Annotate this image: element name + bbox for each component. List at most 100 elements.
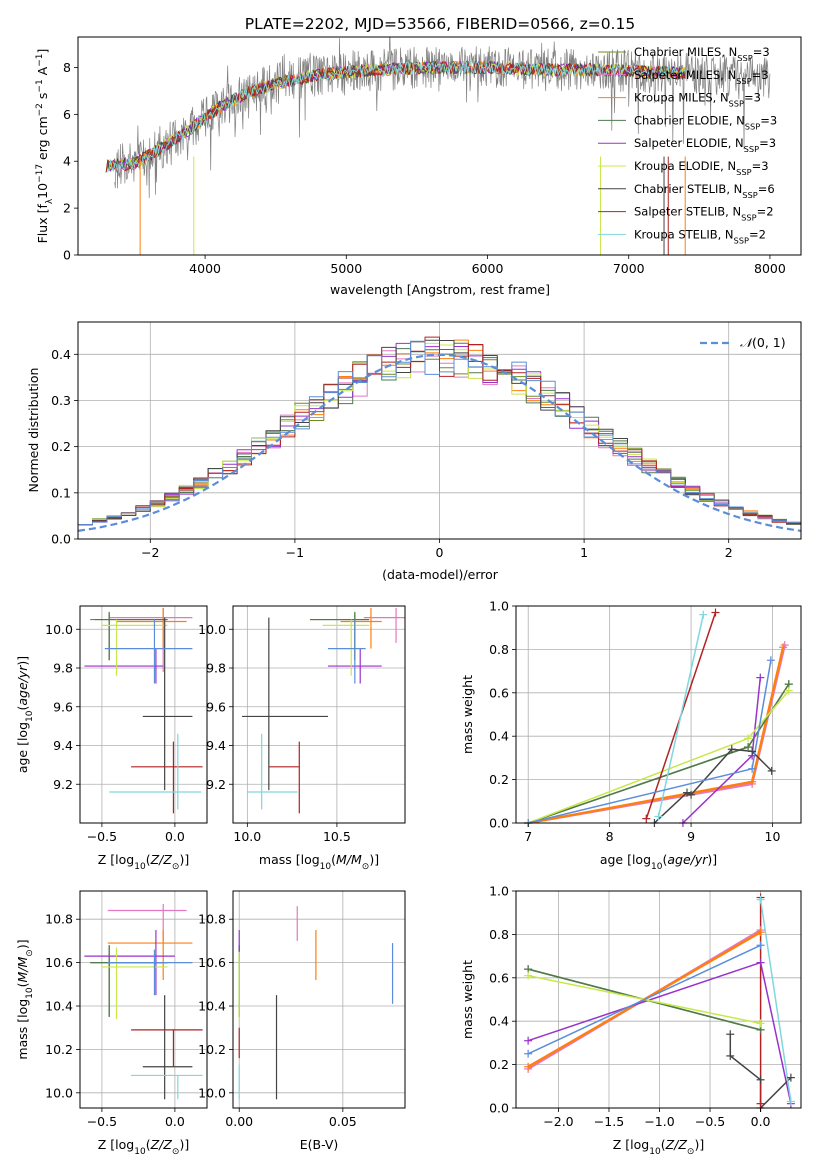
x-tick-label: 6000 [472, 261, 504, 276]
y-tick-label: 10.2 [198, 1042, 226, 1057]
age_vs_Z-panel: −0.5 0.0 9.2 9.4 9.6 9.8 10.0 Z [log10(Z/Z⊙)] ag… [15, 605, 208, 872]
x-tick-label: −0.5 [87, 1114, 117, 1129]
y-axis-label: mass weight [460, 960, 475, 1039]
model-spectrum [106, 60, 686, 173]
weight-series [527, 644, 786, 823]
x-axis-label: (data-model)/error [382, 567, 499, 582]
y-tick-label: 0.6 [489, 685, 509, 700]
histogram-series [78, 340, 801, 526]
weight-series [657, 614, 705, 817]
plot-area [238, 906, 394, 1100]
weight_vs_age-panel: 7 8 9 10 0.0 0.2 0.4 0.6 0.8 1.0 age [log10(age/yr… [460, 599, 802, 872]
y-tick-label: 10.8 [198, 912, 226, 927]
spectrum-panel: 4000 5000 6000 7000 8000 0 2 4 6 8 wavelength [Ang… [35, 36, 802, 297]
x-tick-label: 0.0 [751, 1114, 771, 1129]
y-tick-label: 0.0 [51, 532, 71, 547]
y-tick-label: 10.0 [198, 1085, 226, 1100]
x-axis-label: Z [log10(Z/Z⊙)] [98, 1137, 189, 1157]
residuals-panel: −2 −1 0 1 2 0.0 0.1 0.2 0.3 0.4 (data-model)/error… [26, 321, 802, 582]
legend-label: 𝒩(0, 1) [740, 335, 786, 350]
y-tick-label: 9.2 [53, 777, 73, 792]
y-tick-label: 0.8 [489, 642, 509, 657]
x-tick-label: 0.0 [165, 1114, 185, 1129]
weight-series [527, 944, 761, 1055]
y-tick-label: 10.6 [45, 955, 73, 970]
axes-frame [515, 605, 802, 824]
x-tick-label: 7 [524, 829, 532, 844]
x-tick-label: 0.0 [165, 829, 185, 844]
y-tick-label: 10.0 [198, 622, 226, 637]
legend-label: Salpeter STELIB, NSSP=2 [634, 205, 774, 223]
x-tick-label: 0.05 [329, 1114, 357, 1129]
y-tick-label: 0.0 [489, 1101, 509, 1116]
plot-area [84, 607, 203, 814]
x-tick-label: −1 [286, 545, 304, 560]
weight-series [528, 660, 772, 823]
x-tick-label: 10.5 [323, 829, 351, 844]
x-tick-label: 8 [606, 829, 614, 844]
axes-frame [77, 36, 802, 256]
plot-area [241, 607, 405, 814]
plot-area [84, 904, 203, 1100]
weight-series [527, 690, 790, 823]
y-tick-label: 0.2 [489, 1057, 509, 1072]
age_vs_mass-panel: 10.0 10.5 9.2 9.4 9.6 9.8 10.0 mass [log10(M/M⊙… [198, 605, 406, 872]
weight-series [759, 899, 792, 1102]
legend-label: Kroupa STELIB, NSSP=2 [634, 227, 766, 245]
legend-label: Chabrier ELODIE, NSSP=3 [634, 113, 777, 131]
x-tick-label: 0.00 [225, 1114, 253, 1129]
x-tick-label: 4000 [189, 261, 221, 276]
x-tick-label: 5000 [330, 261, 362, 276]
y-tick-label: 0.3 [51, 393, 71, 408]
y-axis-label: mass [log10(M/M⊙)] [15, 939, 35, 1059]
x-tick-label: 8000 [754, 261, 786, 276]
x-tick-label: 7000 [613, 261, 645, 276]
legend-label: Kroupa MILES, NSSP=3 [634, 91, 761, 109]
weight-series [653, 748, 773, 823]
x-axis-label: Z [log10(Z/Z⊙)] [98, 852, 189, 872]
x-tick-label: 2 [725, 545, 733, 560]
y-tick-label: 0.0 [489, 816, 509, 831]
y-tick-label: 10.2 [45, 1042, 73, 1057]
y-tick-label: 10.8 [45, 912, 73, 927]
y-tick-label: 9.6 [53, 699, 73, 714]
y-tick-label: 10.0 [45, 622, 73, 637]
legend-label: Chabrier MILES, NSSP=3 [634, 45, 770, 63]
axes-frame [232, 890, 406, 1109]
y-tick-label: 9.8 [53, 661, 73, 676]
y-tick-label: 9.2 [206, 777, 226, 792]
x-tick-label: 0 [436, 545, 444, 560]
y-tick-label: 6 [63, 107, 71, 122]
x-axis-label: wavelength [Angstrom, rest frame] [330, 282, 550, 297]
y-tick-label: 4 [63, 154, 71, 169]
y-axis-label: Flux [fλ10−17 erg cm−2 s−1 A−1] [35, 49, 55, 244]
weight-series [527, 683, 790, 823]
x-axis-label: E(B-V) [300, 1137, 339, 1152]
y-tick-label: 10.0 [45, 1085, 73, 1100]
mass_vs_Z-panel: −0.5 0.0 10.0 10.2 10.4 10.6 10.8 Z [log10(Z/Z⊙… [15, 890, 208, 1157]
weight-series [527, 646, 785, 823]
y-tick-label: 10.4 [45, 999, 73, 1014]
y-tick-label: 1.0 [489, 599, 509, 614]
plot-area [105, 37, 771, 255]
y-tick-label: 9.4 [206, 738, 226, 753]
y-tick-label: 0.4 [489, 729, 509, 744]
y-tick-label: 0.4 [51, 347, 71, 362]
y-tick-label: 1.0 [489, 884, 509, 899]
y-tick-label: 0.8 [489, 927, 509, 942]
y-tick-label: 10.4 [198, 999, 226, 1014]
y-tick-label: 0.2 [489, 772, 509, 787]
x-tick-label: 10 [765, 829, 781, 844]
y-tick-label: 0.4 [489, 1014, 509, 1029]
x-tick-label: −2 [141, 545, 159, 560]
y-tick-label: 0 [63, 248, 71, 263]
x-tick-label: −2.0 [543, 1114, 573, 1129]
x-tick-label: 1 [580, 545, 588, 560]
weight-series [527, 683, 790, 823]
axes-frame [232, 605, 406, 824]
y-tick-label: 0.1 [51, 485, 71, 500]
x-tick-label: −1.5 [594, 1114, 624, 1129]
y-tick-label: 2 [63, 201, 71, 216]
y-tick-label: 0.6 [489, 970, 509, 985]
